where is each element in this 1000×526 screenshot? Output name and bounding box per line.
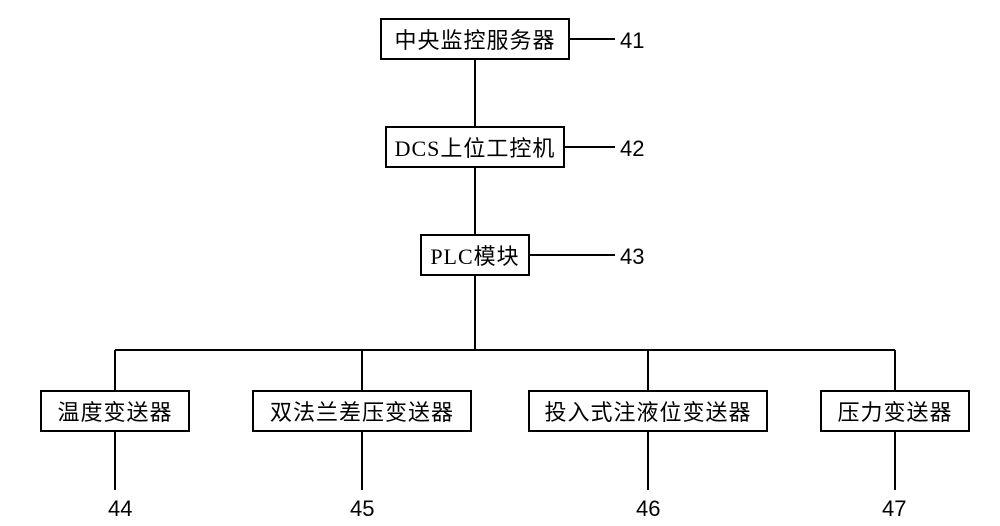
- ref-label-46: 46: [636, 496, 660, 522]
- node-temp-transmitter: 温度变送器: [40, 390, 190, 432]
- node-level-transmitter: 投入式注液位变送器: [528, 390, 768, 432]
- ref-label-44: 44: [108, 496, 132, 522]
- ref-label-41: 41: [620, 28, 644, 54]
- node-dp-transmitter: 双法兰差压变送器: [252, 390, 472, 432]
- node-label: 中央监控服务器: [394, 23, 555, 55]
- node-plc-module: PLC模块: [420, 234, 530, 276]
- node-label: 压力变送器: [837, 395, 952, 427]
- node-label: 投入式注液位变送器: [544, 395, 751, 427]
- node-central-server: 中央监控服务器: [380, 18, 570, 60]
- node-dcs-ipc: DCS上位工控机: [385, 126, 565, 168]
- ref-label-43: 43: [620, 244, 644, 270]
- node-label: 双法兰差压变送器: [270, 395, 454, 427]
- node-label: DCS上位工控机: [395, 131, 556, 163]
- ref-label-42: 42: [620, 136, 644, 162]
- node-label: PLC模块: [430, 239, 519, 271]
- node-pressure-transmitter: 压力变送器: [820, 390, 970, 432]
- node-label: 温度变送器: [57, 395, 172, 427]
- ref-label-45: 45: [350, 496, 374, 522]
- ref-label-47: 47: [882, 496, 906, 522]
